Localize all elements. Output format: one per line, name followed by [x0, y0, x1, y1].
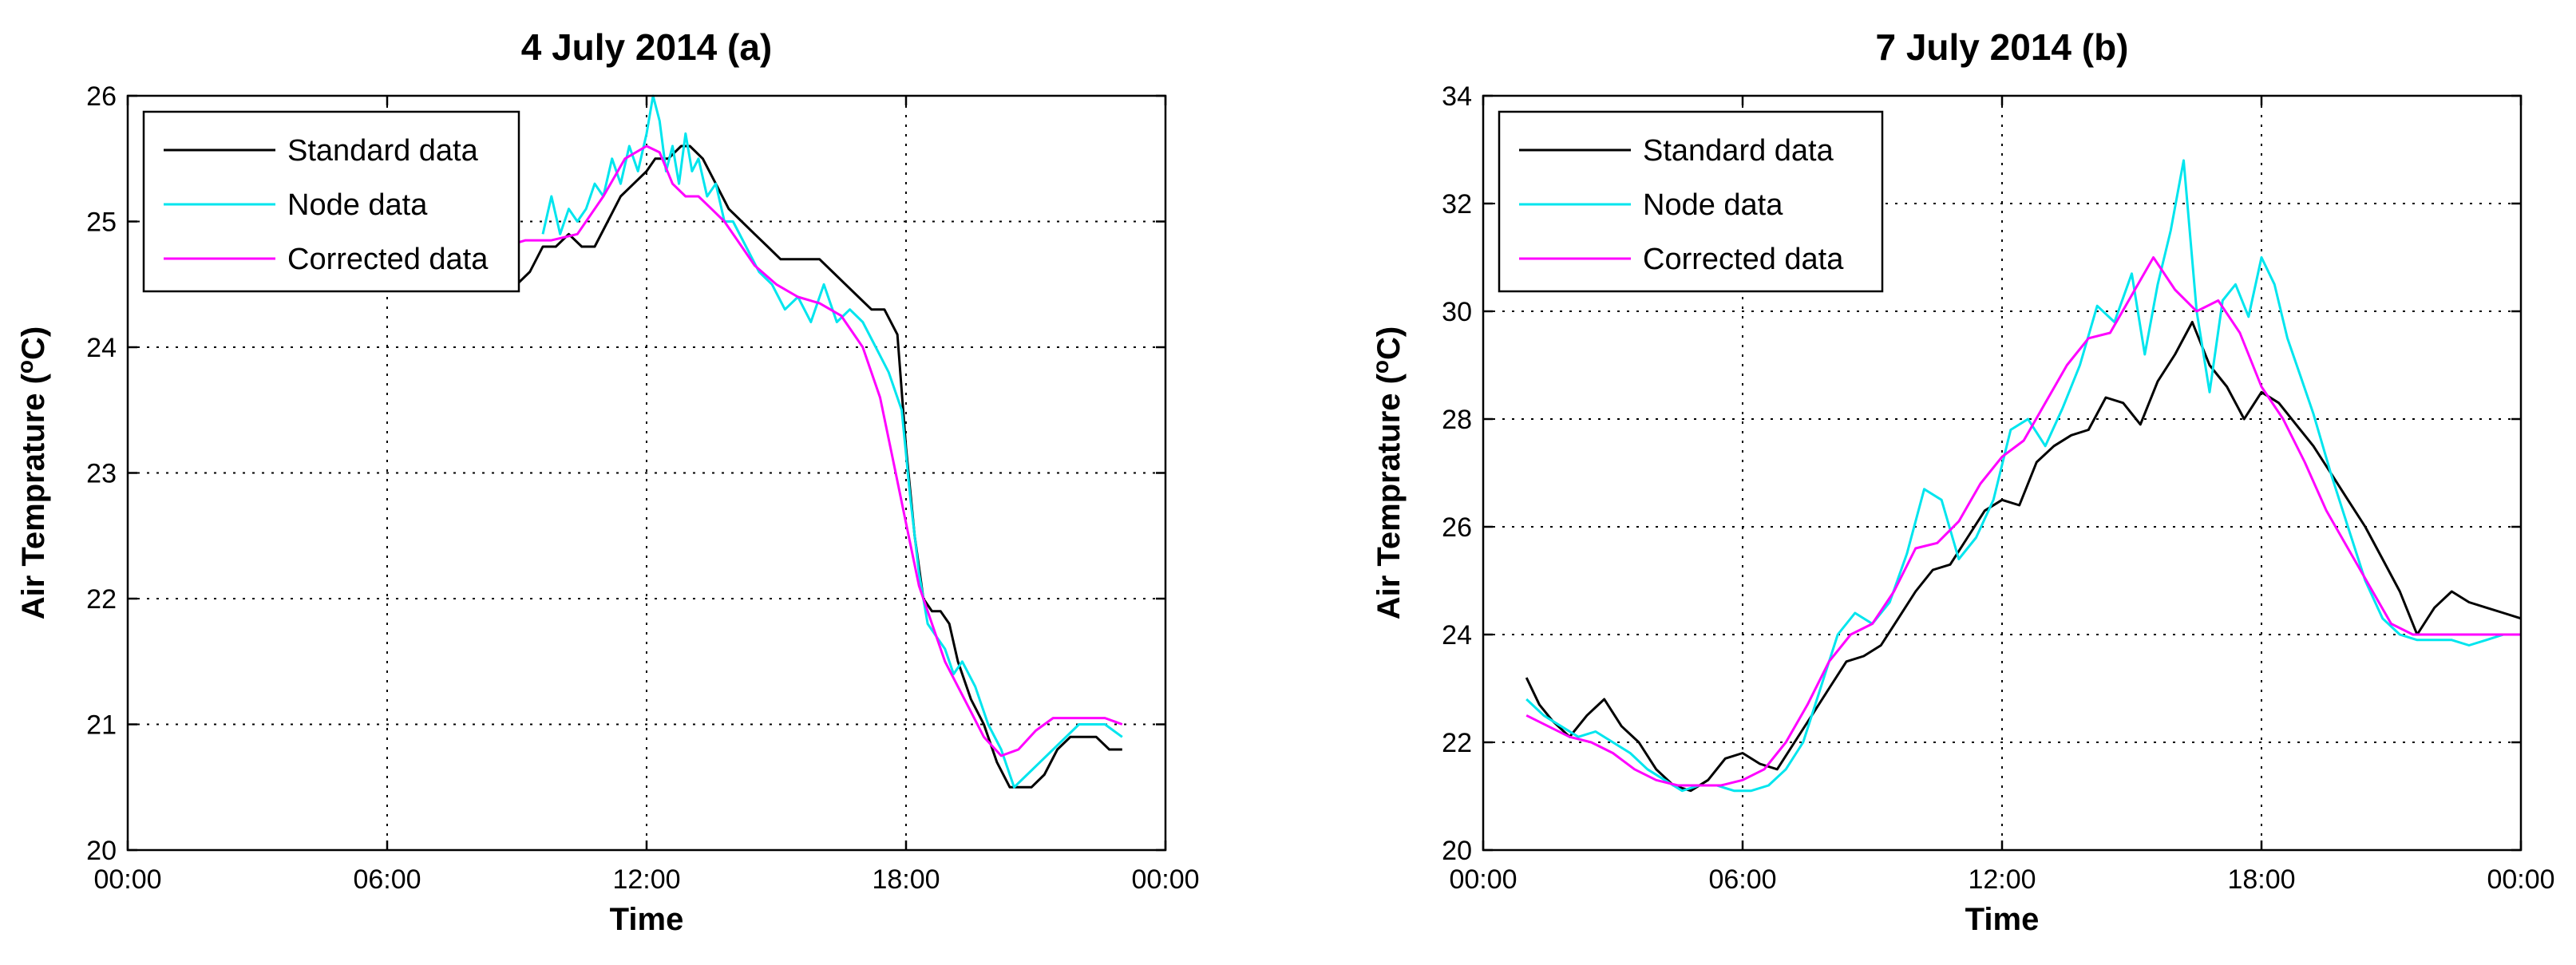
chart0-ylabel: Air Temprature (oC) [13, 326, 51, 620]
chart0-xtick-label-3: 18:00 [872, 864, 940, 895]
chart1-ytick-label-1: 22 [1442, 728, 1472, 758]
chart0-series-standard-data-line [504, 144, 1122, 789]
chart-7-july: 00:00 06:00 12:00 18:00 00:00202224262830323… [1368, 26, 2555, 937]
chart0-legend-label-0: Standard data [287, 134, 479, 168]
chart1-xtick-label-1: 06:00 [1708, 864, 1776, 895]
chart0-ytick-label-5: 25 [86, 208, 117, 238]
chart1-xtick-label-0: 00:00 [1449, 864, 1517, 895]
chart1-xtick-label-4: 00:00 [2487, 864, 2554, 895]
chart0-legend-box [142, 110, 520, 293]
chart0-series-node-data-line [541, 94, 1123, 789]
chart1-ytick-label-2: 24 [1442, 620, 1472, 651]
chart0-xtick-label-4: 00:00 [1131, 864, 1199, 895]
chart1-xlabel: Time [1965, 902, 2040, 937]
chart1-legend-box [1498, 110, 1884, 293]
chart0-ytick-label-0: 20 [86, 836, 117, 866]
chart0-legend: Standard data Node data Corrected data [142, 110, 520, 293]
chart0-ytick-label-1: 21 [86, 710, 117, 741]
chart0-legend-label-1: Node data [287, 188, 428, 222]
chart1-ylabel: Air Temprature (oC) [1368, 326, 1407, 620]
chart0-legend-label-2: Corrected data [287, 243, 489, 276]
chart1-series-corrected-data-line [1525, 256, 2521, 787]
chart0-series-corrected-data-line [503, 144, 1123, 757]
chart-4-july: 00:00 06:00 12:00 18:00 00:00202122232425264… [13, 26, 1200, 937]
chart1-xtick-label-2: 12:00 [1968, 864, 2036, 895]
chart1-legend-label-1: Node data [1643, 188, 1783, 222]
chart1-legend: Standard data Node data Corrected data [1498, 110, 1884, 293]
chart1-series-standard-data-line [1525, 321, 2522, 793]
chart0-ytick-label-6: 26 [86, 81, 117, 112]
chart0-xtick-label-0: 00:00 [93, 864, 161, 895]
chart1-legend-label-0: Standard data [1643, 134, 1834, 168]
chart0-title: 4 July 2014 (a) [521, 26, 773, 68]
chart1-ytick-label-0: 20 [1442, 836, 1472, 866]
chart1-ytick-label-4: 28 [1442, 405, 1472, 435]
chart0-ytick-label-4: 24 [86, 333, 117, 363]
chart1-ytick-label-5: 30 [1442, 297, 1472, 327]
chart0-plot-frame [126, 94, 1167, 852]
chart1-ytick-label-6: 32 [1442, 189, 1472, 219]
chart1-legend-label-2: Corrected data [1643, 243, 1844, 276]
chart1-xtick-label-3: 18:00 [2227, 864, 2295, 895]
chart1-ytick-label-3: 26 [1442, 512, 1472, 543]
chart0-ytick-label-3: 23 [86, 459, 117, 489]
chart1-ytick-label-7: 34 [1442, 81, 1472, 112]
chart0-xlabel: Time [610, 902, 684, 937]
chart0-xtick-label-1: 06:00 [353, 864, 421, 895]
chart1-title: 7 July 2014 (b) [1875, 26, 2128, 68]
chart0-ytick-label-2: 22 [86, 584, 117, 615]
chart1-plot-frame [1482, 94, 2523, 852]
chart0-xtick-label-2: 12:00 [612, 864, 680, 895]
